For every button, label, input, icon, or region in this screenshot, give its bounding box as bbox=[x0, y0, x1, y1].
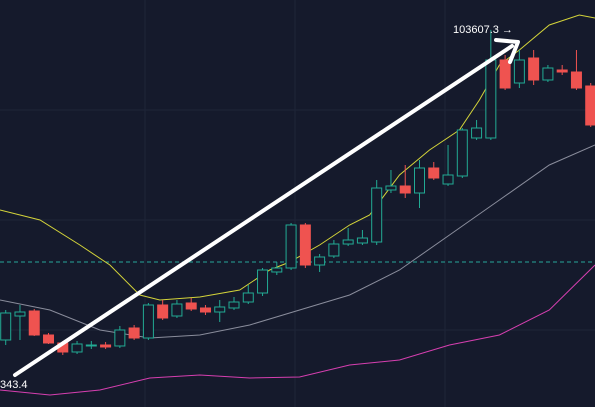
candle-body bbox=[542, 67, 554, 81]
candle-body bbox=[199, 307, 211, 313]
candle-body bbox=[399, 185, 411, 194]
candle-body bbox=[14, 311, 26, 317]
indicator-line bbox=[0, 144, 595, 339]
candle-body bbox=[485, 59, 497, 139]
candle-body bbox=[100, 344, 112, 348]
candle-body bbox=[128, 327, 140, 339]
candle-body bbox=[371, 187, 383, 243]
candle-body bbox=[257, 269, 269, 294]
candle-body bbox=[0, 312, 12, 341]
candle-body bbox=[499, 59, 511, 89]
candle-body bbox=[157, 304, 169, 319]
candle-body bbox=[513, 59, 525, 84]
candle-body bbox=[271, 267, 283, 273]
candle-body bbox=[114, 329, 126, 347]
candle-body bbox=[585, 85, 595, 126]
high-label: 103607.3 → bbox=[453, 24, 513, 36]
candle-body bbox=[428, 167, 440, 179]
candle-body bbox=[242, 292, 254, 303]
candle-body bbox=[471, 127, 483, 139]
candle-body bbox=[556, 69, 568, 73]
candle-body bbox=[85, 344, 97, 347]
candle-body bbox=[328, 243, 340, 257]
candle-body bbox=[228, 301, 240, 309]
indicator-line bbox=[0, 264, 595, 396]
candle-body bbox=[342, 239, 354, 245]
candle-body bbox=[299, 224, 311, 266]
candle-body bbox=[442, 174, 454, 185]
candle-body bbox=[71, 343, 83, 353]
candle-body bbox=[171, 303, 183, 317]
candle-body bbox=[185, 302, 197, 310]
indicator-line bbox=[0, 14, 595, 301]
trend-arrow bbox=[13, 38, 520, 377]
candle-body bbox=[456, 129, 468, 177]
candle-body bbox=[528, 57, 540, 81]
candle-body bbox=[142, 304, 154, 339]
candle-body bbox=[285, 224, 297, 269]
candle-body bbox=[314, 256, 326, 266]
candle-body bbox=[28, 310, 40, 336]
candle-body bbox=[356, 237, 368, 244]
candle-body bbox=[413, 167, 425, 194]
candle-body bbox=[570, 71, 582, 89]
candle-body bbox=[385, 185, 397, 191]
candle-body bbox=[43, 334, 55, 344]
low-label: 343.4 bbox=[0, 379, 28, 391]
candle-body bbox=[214, 306, 226, 313]
